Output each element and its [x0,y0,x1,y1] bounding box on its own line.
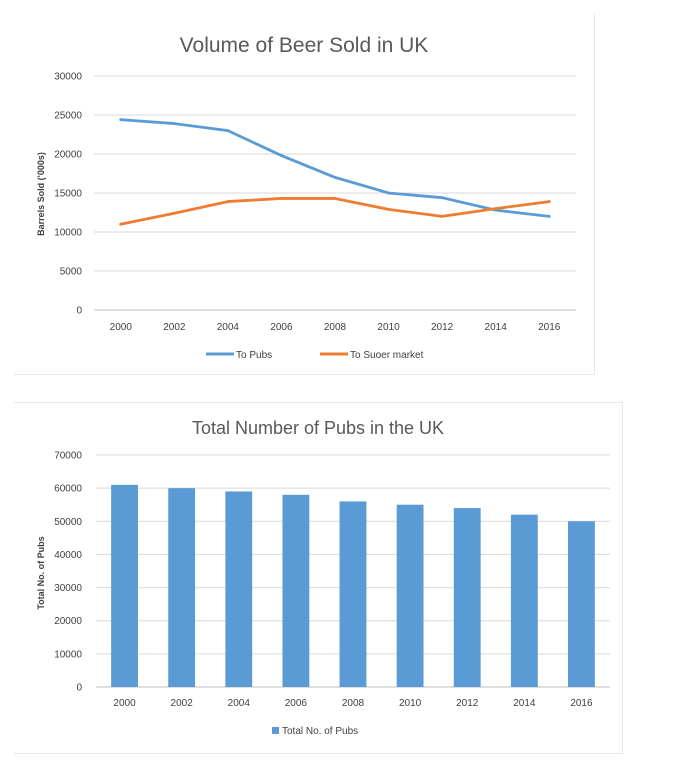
line-x-tick-labels: 2000 2002 2004 2006 2008 2010 2012 2014 2016 [110,322,561,333]
line-y-tick-label: 30000 [54,72,82,83]
line-series-1-point [119,118,123,122]
line-series-2-point [280,197,283,200]
line-series-1 [119,118,551,218]
bar-y-tick-label: 50000 [54,517,82,528]
bar-series-group [111,484,595,687]
line-series-1-point [440,196,444,200]
line-series-group [119,118,551,226]
line-y-tick-label: 5000 [60,267,83,278]
line-series-2-point [547,200,551,203]
bar-y-tick-label: 60000 [54,484,82,495]
bar-y-tick-labels: 0 10000 20000 30000 40000 50000 60000 70000 [54,451,82,694]
bar [568,521,595,687]
line-y-tick-label: 20000 [54,150,82,161]
line-y-tick-labels: 0 5000 10000 15000 20000 25000 30000 [54,72,82,317]
bar-y-tick-label: 30000 [54,583,82,594]
line-x-tick-label: 2008 [324,322,347,333]
line-series-2 [119,197,551,226]
bar-y-tick-label: 20000 [54,616,82,627]
bar-chart-title: Total Number of Pubs in the UK [192,418,444,438]
bar [510,514,538,687]
bar [111,484,138,687]
bar-y-tick-label: 10000 [54,649,82,660]
line-series-2-point [440,215,444,218]
line-y-gridlines [94,75,576,311]
line-chart: Volume of Beer Sold in UK 0 5000 10000 1500… [36,34,576,361]
line-series-2-point [226,200,230,203]
bar-x-tick-label: 2008 [342,698,365,709]
bar-chart: Total Number of Pubs in the UK 0 10000 200… [36,418,610,737]
line-x-tick-label: 2002 [163,322,186,333]
bar-x-tick-label: 2006 [285,698,308,709]
line-y-tick-label: 0 [76,306,82,317]
line-x-tick-label: 2014 [485,322,508,333]
bar-x-tick-label: 2014 [513,698,536,709]
line-x-tick-label: 2000 [110,322,133,333]
line-series-1-point [547,215,551,218]
bar-x-tick-labels: 2000 2002 2004 2006 2008 2010 2012 2014 2016 [113,698,593,709]
bar [282,494,310,687]
line-y-tick-label: 25000 [54,111,82,122]
bar-x-tick-label: 2012 [456,698,479,709]
bar [168,488,196,687]
bar-legend-label: Total No. of Pubs [282,726,358,737]
bar-y-tick-label: 0 [76,683,82,694]
bar-x-tick-label: 2000 [113,698,136,709]
line-y-tick-label: 15000 [54,189,82,200]
bar-y-tick-label: 40000 [54,550,82,561]
line-series-2-point [333,197,337,200]
line-y-tick-label: 10000 [54,228,82,239]
line-chart-title: Volume of Beer Sold in UK [180,34,429,57]
line-series-2-point [172,211,176,215]
line-series-1-point [280,154,283,157]
line-x-tick-label: 2006 [270,322,293,333]
line-legend-label: To Pubs [236,350,272,361]
line-x-tick-label: 2016 [538,322,561,333]
bar-x-tick-label: 2004 [228,698,251,709]
bar-legend: Total No. of Pubs [272,726,358,737]
bar-legend-swatch [272,727,279,734]
bar-x-tick-label: 2016 [570,698,593,709]
bar-y-axis-label: Total No. of Pubs [36,536,46,609]
bar [396,504,424,687]
line-series-2-point [119,222,123,226]
line-x-tick-label: 2010 [377,322,400,333]
bar-y-tick-label: 70000 [54,451,82,462]
line-y-axis-label: Barrels Sold ('000s) [36,152,46,236]
line-x-tick-label: 2004 [217,322,240,333]
line-chart-panel: Volume of Beer Sold in UK 0 5000 10000 1500… [14,14,595,375]
line-legend-label: To Suoer market [350,350,424,361]
line-series-1-point [226,129,230,132]
bar-chart-panel: Total Number of Pubs in the UK 0 10000 200… [14,402,623,754]
line-series-1-point [387,191,390,195]
line-series-1-point [172,122,176,125]
bar [225,491,253,687]
line-series-1-point [333,176,337,179]
line-series-2-point [494,207,498,211]
bar-x-tick-label: 2010 [399,698,422,709]
bar [453,508,481,687]
line-legend: To Pubs To Suoer market [206,350,424,361]
bar [339,501,367,687]
bar-x-tick-label: 2002 [171,698,194,709]
line-x-tick-label: 2012 [431,322,454,333]
line-series-2-point [387,207,390,211]
